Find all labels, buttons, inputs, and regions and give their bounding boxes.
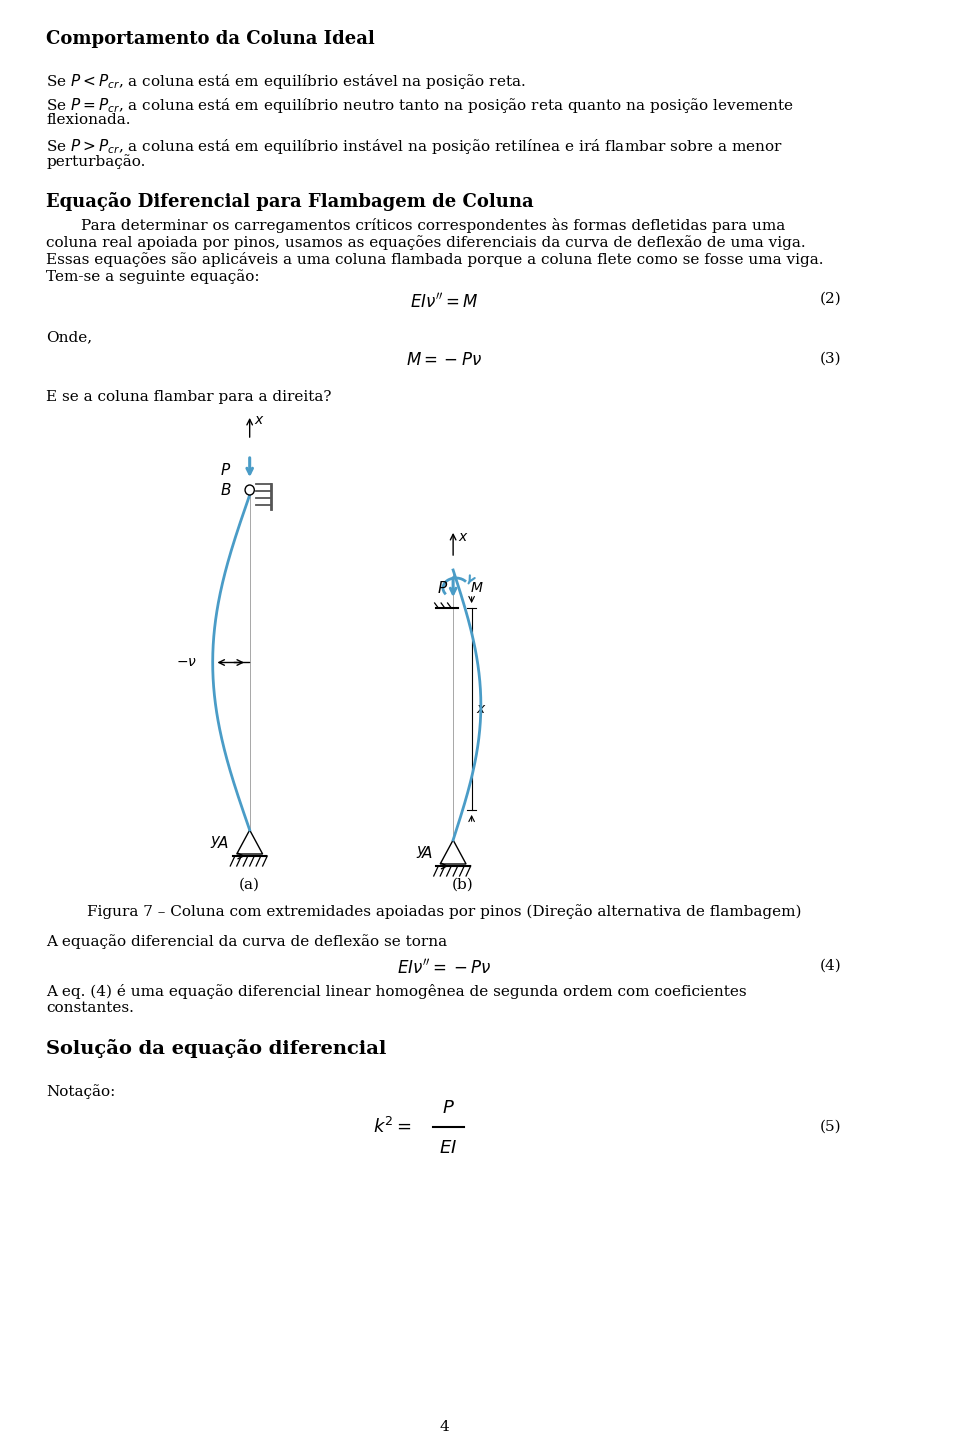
Text: constantes.: constantes.: [46, 1001, 134, 1015]
Text: $x$: $x$: [458, 531, 468, 544]
Text: $EI\nu'' = M$: $EI\nu'' = M$: [410, 292, 478, 311]
Text: Tem-se a seguinte equação:: Tem-se a seguinte equação:: [46, 269, 260, 283]
Text: (3): (3): [820, 351, 842, 366]
Text: $A$: $A$: [420, 844, 433, 860]
Text: E se a coluna flambar para a direita?: E se a coluna flambar para a direita?: [46, 390, 332, 403]
Polygon shape: [237, 830, 263, 855]
Text: Essas equações são aplicáveis a uma coluna flambada porque a coluna flete como s: Essas equações são aplicáveis a uma colu…: [46, 252, 824, 268]
Text: Figura 7 – Coluna com extremidades apoiadas por pinos (Direção alternativa de fl: Figura 7 – Coluna com extremidades apoia…: [86, 904, 802, 918]
Text: $y$: $y$: [210, 834, 222, 850]
Circle shape: [245, 484, 254, 495]
Text: $EI$: $EI$: [440, 1139, 458, 1157]
Text: Onde,: Onde,: [46, 330, 92, 344]
Text: $M = -P\nu$: $M = -P\nu$: [406, 351, 482, 369]
Text: flexionada.: flexionada.: [46, 113, 131, 127]
Text: A eq. (4) é uma equação diferencial linear homogênea de segunda ordem com coefic: A eq. (4) é uma equação diferencial line…: [46, 983, 747, 999]
Text: perturbação.: perturbação.: [46, 155, 146, 169]
Text: Notação:: Notação:: [46, 1084, 115, 1099]
Text: Para determinar os carregamentos críticos correspondentes às formas defletidas p: Para determinar os carregamentos crítico…: [82, 218, 785, 233]
Polygon shape: [441, 840, 466, 865]
Text: $M$: $M$: [469, 581, 484, 594]
Text: A equação diferencial da curva de deflexão se torna: A equação diferencial da curva de deflex…: [46, 934, 447, 949]
Text: (a): (a): [239, 878, 260, 892]
Text: Se $P > P_{cr}$, a coluna está em equilíbrio instável na posição retilínea e irá: Se $P > P_{cr}$, a coluna está em equilí…: [46, 137, 783, 156]
Text: Se $P = P_{cr}$, a coluna está em equilíbrio neutro tanto na posição reta quanto: Se $P = P_{cr}$, a coluna está em equilí…: [46, 95, 794, 116]
Text: (4): (4): [820, 959, 842, 973]
Text: $EI\nu'' = -P\nu$: $EI\nu'' = -P\nu$: [396, 959, 491, 977]
Text: $y$: $y$: [416, 844, 427, 860]
Text: $P$: $P$: [438, 580, 448, 596]
Text: $B$: $B$: [220, 482, 231, 497]
Text: $P$: $P$: [443, 1099, 455, 1116]
Text: (5): (5): [820, 1121, 842, 1134]
Text: Solução da equação diferencial: Solução da equação diferencial: [46, 1040, 387, 1058]
Text: (2): (2): [820, 292, 842, 307]
Text: $x$: $x$: [476, 701, 487, 716]
Text: $A$: $A$: [217, 834, 229, 852]
Text: 4: 4: [439, 1420, 448, 1434]
Text: Equação Diferencial para Flambagem de Coluna: Equação Diferencial para Flambagem de Co…: [46, 192, 534, 211]
Text: $x$: $x$: [254, 414, 265, 427]
Text: coluna real apoiada por pinos, usamos as equações diferenciais da curva de defle: coluna real apoiada por pinos, usamos as…: [46, 236, 805, 250]
Text: $-\nu$: $-\nu$: [177, 655, 198, 669]
Text: $P$: $P$: [220, 463, 231, 479]
Text: Se $P < P_{cr}$, a coluna está em equilíbrio estável na posição reta.: Se $P < P_{cr}$, a coluna está em equilí…: [46, 72, 526, 91]
Text: (b): (b): [451, 878, 473, 892]
Text: Comportamento da Coluna Ideal: Comportamento da Coluna Ideal: [46, 30, 375, 48]
Text: $k^2 =$: $k^2 =$: [372, 1116, 412, 1137]
